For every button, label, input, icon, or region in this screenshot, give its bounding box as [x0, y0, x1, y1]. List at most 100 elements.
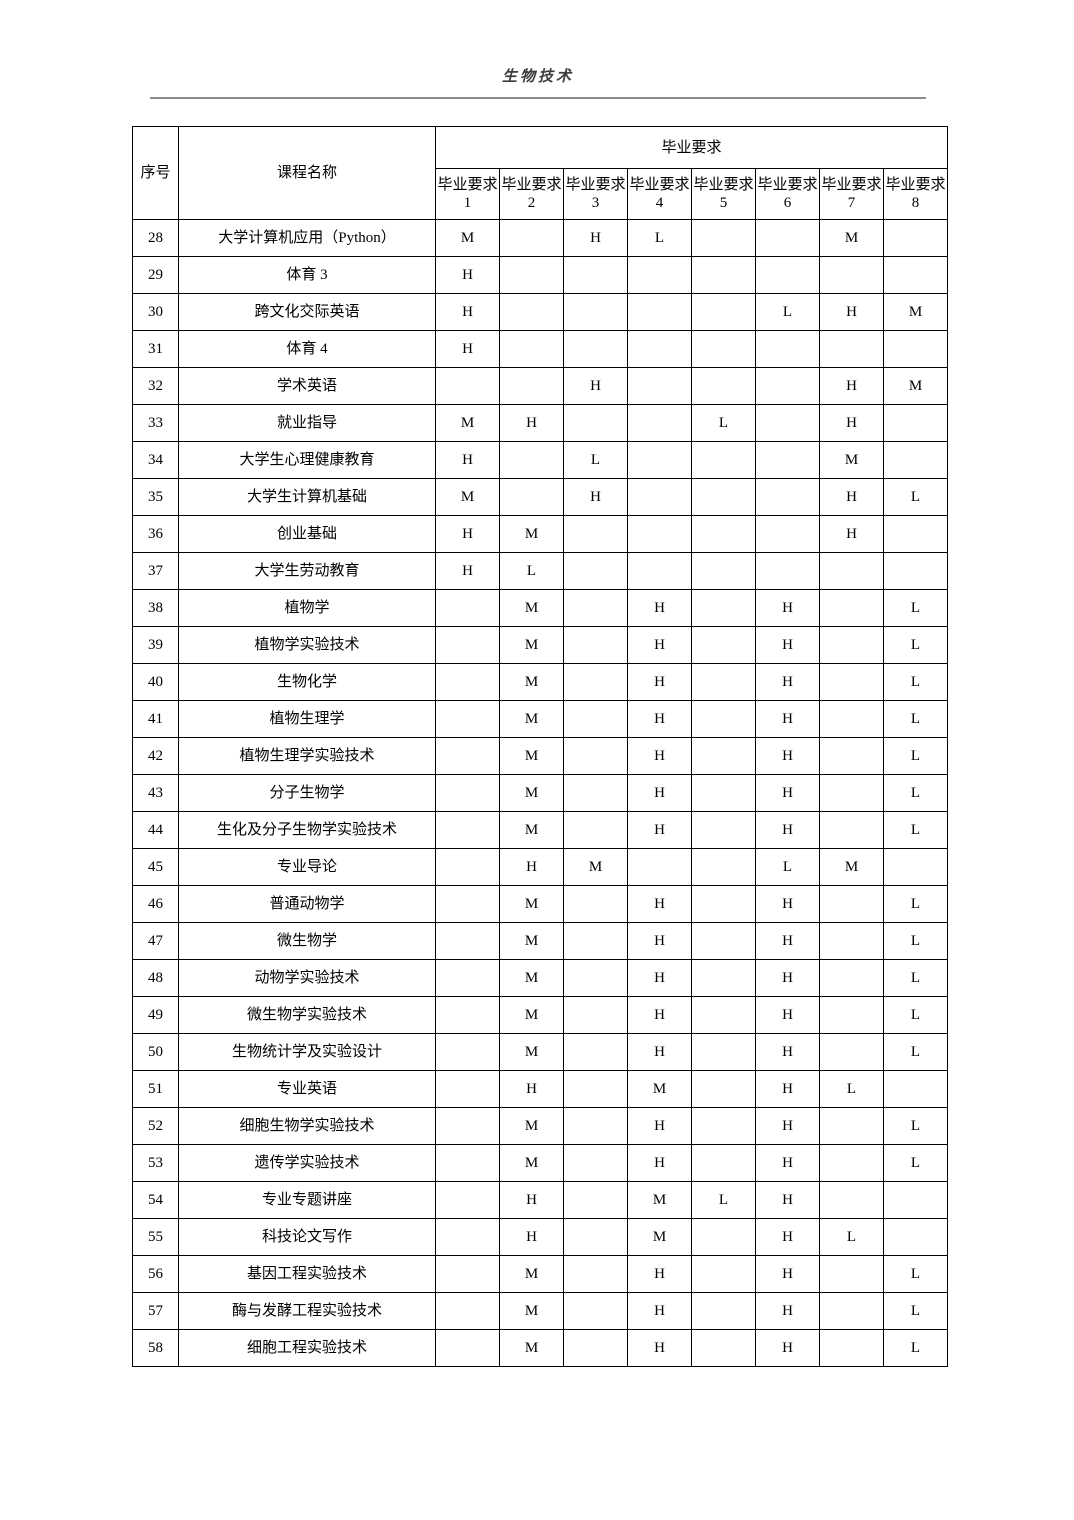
requirement-level-cell-7 [819, 552, 884, 590]
requirement-level-cell-7 [819, 737, 884, 775]
requirement-level-cell-5 [691, 293, 756, 331]
requirement-level-cell-6: H [755, 885, 820, 923]
requirement-level-cell-4: H [627, 589, 692, 627]
requirement-level-cell-1: H [435, 515, 500, 553]
table-row: 56 基因工程实验技术 M H H L [132, 1255, 949, 1293]
table-row: 42 植物生理学实验技术 M H H L [132, 737, 949, 775]
requirement-level-cell-7 [819, 626, 884, 664]
requirement-level-cell-6: H [755, 1329, 820, 1367]
row-index-cell: 39 [132, 626, 179, 664]
course-name-cell: 学术英语 [178, 367, 436, 405]
requirement-level-cell-7 [819, 589, 884, 627]
requirement-level-cell-7 [819, 811, 884, 849]
requirement-level-cell-5 [691, 478, 756, 516]
requirement-level-cell-8 [882, 848, 949, 886]
requirement-level-cell-2: M [499, 1292, 564, 1330]
column-header-requirement-6: 毕业要求6 [755, 168, 820, 220]
requirement-level-cell-2: M [499, 1107, 564, 1145]
curriculum-matrix-container: 序号 课程名称 毕业要求 毕业要求1 毕业要求2 毕业要求3 毕业要求4 毕业要… [132, 125, 949, 1367]
requirement-level-cell-8 [882, 1070, 949, 1108]
requirement-level-cell-4 [627, 404, 692, 442]
requirement-level-cell-2 [499, 441, 564, 479]
requirement-level-cell-1 [435, 589, 500, 627]
requirement-level-cell-8: L [882, 774, 949, 812]
requirement-level-cell-3 [563, 774, 628, 812]
table-row: 32 学术英语 H H M [132, 367, 949, 405]
row-index-cell: 49 [132, 996, 179, 1034]
requirement-level-cell-7 [819, 1255, 884, 1293]
course-name-cell: 动物学实验技术 [178, 959, 436, 997]
requirement-level-cell-7: M [819, 441, 884, 479]
requirement-level-cell-3 [563, 1218, 628, 1256]
table-row: 51 专业英语 H M H L [132, 1070, 949, 1108]
requirement-level-cell-1 [435, 626, 500, 664]
requirement-level-cell-7: H [819, 515, 884, 553]
curriculum-requirement-matrix: 序号 课程名称 毕业要求 毕业要求1 毕业要求2 毕业要求3 毕业要求4 毕业要… [132, 125, 949, 1367]
course-name-cell: 微生物学 [178, 922, 436, 960]
requirement-level-cell-6 [755, 330, 820, 368]
requirement-level-cell-6: H [755, 663, 820, 701]
row-index-cell: 34 [132, 441, 179, 479]
table-row: 48 动物学实验技术 M H H L [132, 959, 949, 997]
table-row: 41 植物生理学 M H H L [132, 700, 949, 738]
requirement-level-cell-7: L [819, 1218, 884, 1256]
row-index-cell: 54 [132, 1181, 179, 1219]
requirement-level-cell-8: L [882, 1255, 949, 1293]
requirement-level-cell-1: H [435, 256, 500, 294]
requirement-level-cell-1 [435, 848, 500, 886]
requirement-level-cell-3 [563, 626, 628, 664]
requirement-level-cell-4: M [627, 1070, 692, 1108]
requirement-level-cell-8: L [882, 1107, 949, 1145]
requirement-level-cell-2: H [499, 1070, 564, 1108]
row-index-cell: 41 [132, 700, 179, 738]
requirement-level-cell-2: M [499, 700, 564, 738]
row-index-cell: 50 [132, 1033, 179, 1071]
row-index-cell: 53 [132, 1144, 179, 1182]
requirement-level-cell-1 [435, 959, 500, 997]
course-name-cell: 细胞生物学实验技术 [178, 1107, 436, 1145]
requirement-level-cell-6 [755, 441, 820, 479]
row-index-cell: 36 [132, 515, 179, 553]
row-index-cell: 32 [132, 367, 179, 405]
requirement-level-cell-6: L [755, 293, 820, 331]
requirement-level-cell-8: L [882, 811, 949, 849]
requirement-level-cell-4 [627, 293, 692, 331]
header-row-requirements: 毕业要求1 毕业要求2 毕业要求3 毕业要求4 毕业要求5 毕业要求6 毕业要求… [133, 168, 949, 220]
requirement-level-cell-6: H [755, 922, 820, 960]
requirement-level-cell-1 [435, 1218, 500, 1256]
requirement-level-cell-3 [563, 1255, 628, 1293]
requirement-level-cell-6: H [755, 1218, 820, 1256]
requirement-level-cell-2: M [499, 589, 564, 627]
requirement-level-cell-1: H [435, 330, 500, 368]
requirement-level-cell-6: H [755, 774, 820, 812]
requirement-level-cell-8: L [882, 478, 949, 516]
requirement-level-cell-7: H [819, 293, 884, 331]
requirement-level-cell-5 [691, 1255, 756, 1293]
requirement-level-cell-3 [563, 885, 628, 923]
requirement-level-cell-4 [627, 367, 692, 405]
requirement-level-cell-4: H [627, 1107, 692, 1145]
requirement-level-cell-4: H [627, 811, 692, 849]
requirement-level-cell-4: H [627, 1292, 692, 1330]
requirement-level-cell-4: H [627, 885, 692, 923]
requirement-level-cell-1 [435, 1329, 500, 1367]
column-header-requirement-5: 毕业要求5 [691, 168, 756, 220]
requirement-level-cell-3 [563, 700, 628, 738]
requirement-level-cell-7 [819, 256, 884, 294]
requirement-level-cell-7: L [819, 1070, 884, 1108]
table-row: 49 微生物学实验技术 M H H L [132, 996, 949, 1034]
requirement-level-cell-5 [691, 1218, 756, 1256]
requirement-level-cell-2: M [499, 922, 564, 960]
requirement-level-cell-7: H [819, 478, 884, 516]
requirement-level-cell-5 [691, 515, 756, 553]
requirement-level-cell-3 [563, 1144, 628, 1182]
requirement-level-cell-4 [627, 256, 692, 294]
requirement-level-cell-3 [563, 663, 628, 701]
requirement-level-cell-1: H [435, 293, 500, 331]
course-name-cell: 生化及分子生物学实验技术 [178, 811, 436, 849]
requirement-level-cell-2: H [499, 404, 564, 442]
table-row: 54 专业专题讲座 H M L H [132, 1181, 949, 1219]
requirement-level-cell-6: H [755, 1181, 820, 1219]
course-name-cell: 跨文化交际英语 [178, 293, 436, 331]
requirement-level-cell-1 [435, 1107, 500, 1145]
